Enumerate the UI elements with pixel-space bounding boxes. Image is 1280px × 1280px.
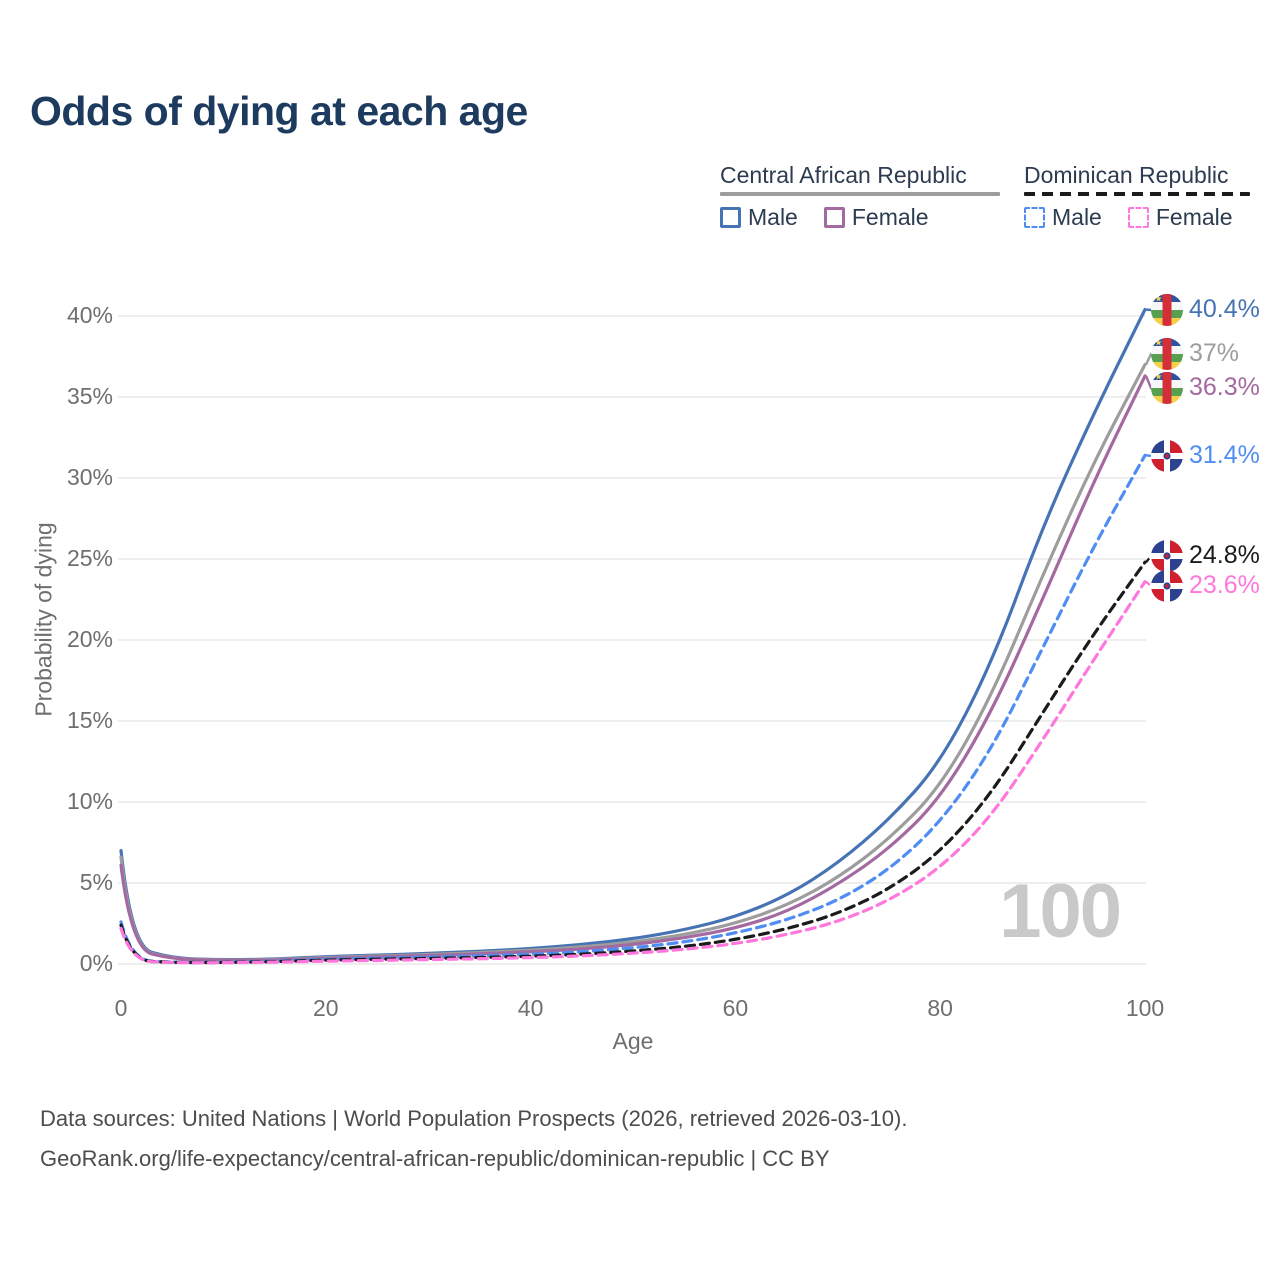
legend-item-dr-female[interactable]: Female: [1127, 204, 1233, 231]
y-tick-label: 20%: [66, 626, 113, 652]
central-african-republic-flag-icon: ★: [1151, 372, 1183, 404]
x-tick-label: 60: [722, 995, 749, 1021]
end-label-connector: [1145, 454, 1155, 458]
series-line-dr-all: [119, 560, 1147, 965]
central-african-republic-flag-icon: ★: [1151, 338, 1183, 370]
dominican-republic-flag-icon: [1151, 570, 1183, 602]
y-tick-label: 5%: [79, 869, 113, 895]
end-label-dr-male: 31.4%: [1189, 441, 1260, 469]
legend-item-dr-male[interactable]: Male: [1024, 204, 1102, 231]
end-label-car-female: 36.3%: [1189, 373, 1260, 401]
dominican-republic-flag-icon: [1151, 440, 1183, 472]
end-label-dr-female: 23.6%: [1189, 571, 1260, 599]
y-tick-label: 40%: [66, 302, 113, 328]
page-title: Odds of dying at each age: [30, 88, 528, 134]
legend-country-label: Central African Republic: [720, 162, 967, 188]
x-axis-title: Age: [612, 1028, 654, 1054]
legend-item-car-male[interactable]: Male: [720, 204, 798, 231]
x-tick-label: 20: [313, 995, 339, 1021]
end-label-car-male: 40.4%: [1189, 295, 1260, 323]
legend-checkbox: [720, 207, 741, 228]
legend: Central African Republic Male Female Domini…: [720, 162, 1250, 231]
x-tick-label: 0: [114, 995, 128, 1021]
x-tick-label: 100: [1125, 995, 1165, 1021]
series-line-car-female: [119, 374, 1147, 963]
y-tick-label: 0%: [79, 950, 113, 976]
age-watermark: 100: [999, 869, 1122, 954]
end-label-dr-all: 24.8%: [1189, 541, 1260, 569]
legend-country-label: Dominican Republic: [1024, 162, 1229, 188]
legend-item-car-female[interactable]: Female: [823, 204, 929, 231]
legend-underline-dashed: [1024, 192, 1250, 196]
series-line-dr-male: [119, 453, 1147, 964]
legend-item-label: Male: [748, 204, 798, 230]
car-flag-star: ★: [1155, 372, 1163, 382]
legend-checkbox: [823, 207, 845, 228]
car-flag-star: ★: [1155, 338, 1163, 348]
end-label-car-all: 37%: [1189, 339, 1240, 367]
legend-item-label: Female: [851, 204, 929, 230]
x-tick-label: 40: [517, 995, 544, 1021]
y-tick-label: 15%: [66, 707, 113, 733]
y-tick-label: 35%: [66, 383, 113, 409]
footer-sources: Data sources: United Nations | World Pop…: [40, 1106, 908, 1131]
y-tick-label: 25%: [66, 545, 113, 571]
central-african-republic-flag-icon: ★: [1151, 294, 1183, 326]
legend-checkbox: [1127, 207, 1149, 228]
legend-item-label: Female: [1155, 204, 1233, 230]
series-line-car-male: [119, 307, 1147, 962]
car-flag-star: ★: [1155, 294, 1163, 304]
y-tick-label: 30%: [66, 464, 113, 490]
legend-underline-solid: [720, 192, 1000, 196]
series-line-dr-female: [119, 580, 1147, 965]
dominican-republic-flag-icon: [1151, 540, 1183, 572]
legend-group-central-african-republic: Central African Republic Male Female: [720, 162, 1000, 231]
x-tick-label: 80: [927, 995, 953, 1021]
legend-checkbox: [1024, 207, 1045, 228]
footer-url: GeoRank.org/life-expectancy/central-afri…: [40, 1146, 830, 1171]
y-tick-label: 10%: [66, 788, 113, 814]
legend-item-label: Male: [1052, 204, 1102, 230]
legend-group-dominican-republic: Dominican Republic Male Female: [1024, 162, 1250, 231]
